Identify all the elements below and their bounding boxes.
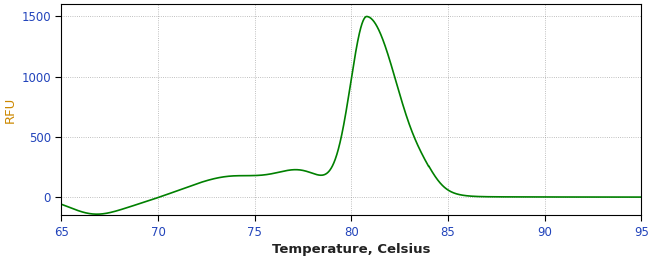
X-axis label: Temperature, Celsius: Temperature, Celsius xyxy=(272,243,430,256)
Y-axis label: RFU: RFU xyxy=(4,96,17,123)
